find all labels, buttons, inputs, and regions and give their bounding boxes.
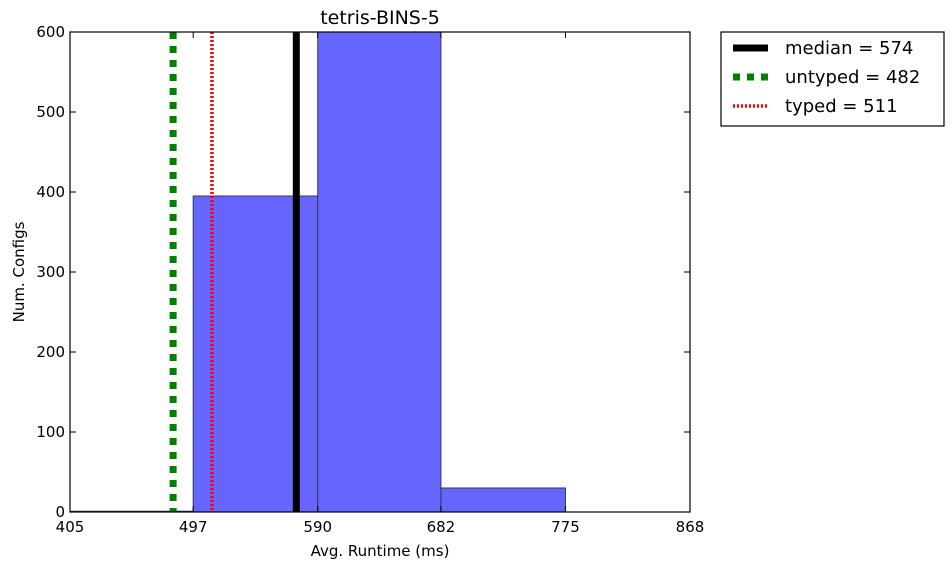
y-tick-label: 300: [36, 263, 65, 281]
histogram-bar-3: [440, 487, 566, 513]
chart-title: tetris-BINS-5: [320, 7, 440, 29]
x-axis-label: Avg. Runtime (ms): [311, 542, 450, 560]
x-tick-label: 775: [551, 518, 580, 536]
histogram-bars: [69, 31, 566, 513]
x-tick-label: 497: [179, 518, 208, 536]
y-tick-label: 100: [36, 423, 65, 441]
legend-label-untyped: untyped = 482: [785, 67, 920, 88]
y-tick-label: 500: [36, 103, 65, 121]
x-tick-label: 590: [303, 518, 332, 536]
reference-lines: [169, 32, 300, 512]
y-tick-label: 0: [55, 503, 65, 521]
x-tick-label: 682: [427, 518, 456, 536]
y-tick-label: 400: [36, 183, 65, 201]
y-tick-label: 600: [36, 23, 65, 41]
y-axis-label: Num. Configs: [10, 221, 28, 322]
histogram-bar-2: [317, 31, 442, 513]
legend-label-typed: typed = 511: [785, 96, 898, 117]
y-tick-label: 200: [36, 343, 65, 361]
axis-ticks: 405 497 590 682 775 868 0 100 200 300 400 500 600: [36, 23, 704, 536]
x-tick-label: 868: [676, 518, 705, 536]
x-tick-label: 405: [56, 518, 85, 536]
legend: median = 574 untyped = 482 typed = 511: [720, 31, 945, 127]
legend-label-median: median = 574: [785, 38, 913, 59]
